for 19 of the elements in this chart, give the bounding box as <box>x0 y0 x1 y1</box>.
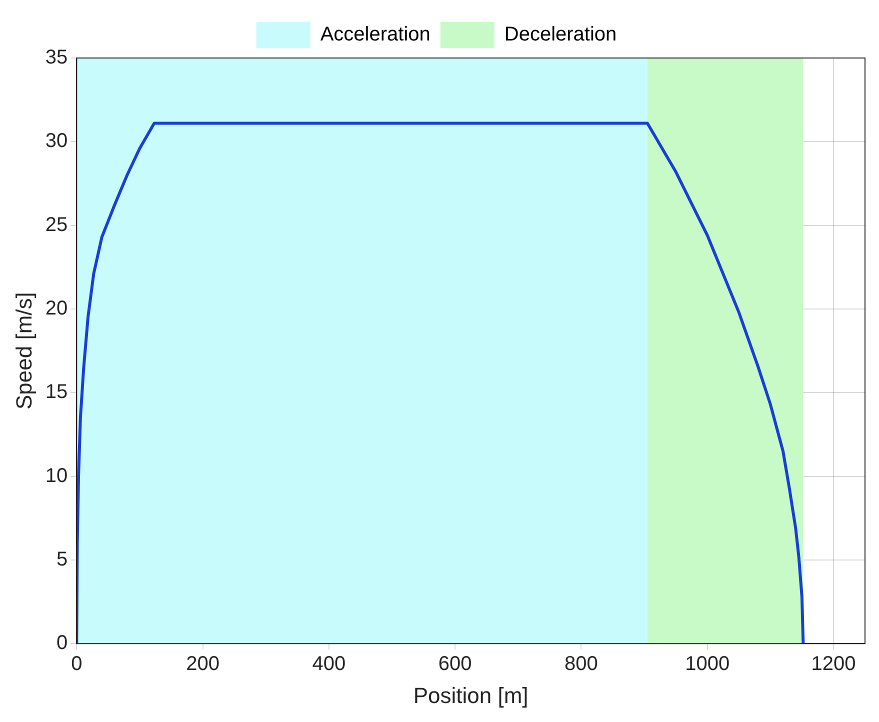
y-tick-label: 25 <box>45 214 68 236</box>
x-axis-title: Position [m] <box>413 682 528 708</box>
y-axis-title: Speed [m/s] <box>11 292 36 410</box>
y-tick-label: 5 <box>56 548 68 570</box>
x-tick-label: 200 <box>186 653 220 676</box>
x-tick-label: 0 <box>71 653 82 676</box>
x-tick-label: 1000 <box>685 653 730 676</box>
y-tick-label: 20 <box>45 297 68 320</box>
y-tick-label: 0 <box>56 632 68 654</box>
y-tick-label: 30 <box>45 130 68 152</box>
legend-label: Deceleration <box>504 24 617 46</box>
legend-label: Acceleration <box>320 24 430 46</box>
x-tick-label: 400 <box>312 653 346 676</box>
x-tick-label: 1200 <box>811 653 856 676</box>
y-tick-label: 10 <box>45 464 68 487</box>
y-tick-label: 15 <box>45 381 68 404</box>
y-tick-label: 35 <box>45 46 68 69</box>
x-tick-label: 800 <box>564 653 598 676</box>
x-tick-label: 600 <box>438 653 472 676</box>
